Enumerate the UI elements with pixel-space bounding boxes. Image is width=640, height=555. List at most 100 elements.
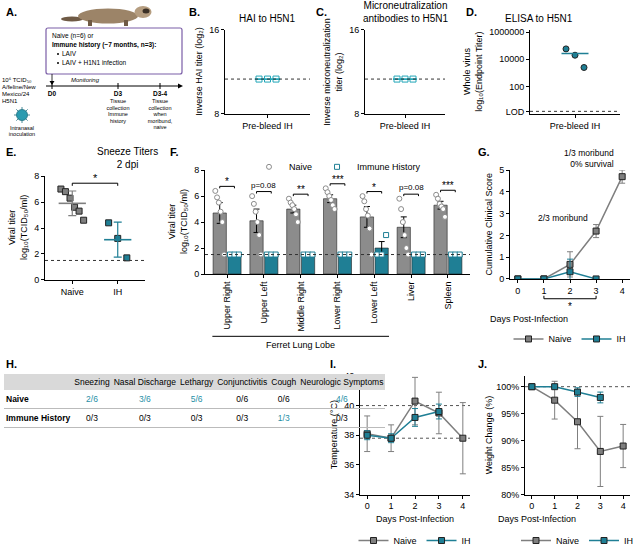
svg-text:0: 0: [529, 501, 534, 511]
svg-text:1: 1: [552, 501, 557, 511]
svg-text:I.: I.: [330, 358, 336, 370]
svg-text:J.: J.: [478, 358, 487, 370]
svg-text:1: 1: [541, 286, 546, 296]
svg-text:Weight Change (%): Weight Change (%): [484, 396, 494, 474]
svg-text:2: 2: [499, 231, 504, 241]
svg-text:34: 34: [344, 490, 354, 500]
svg-text:100: 100: [509, 82, 524, 92]
svg-text:2: 2: [412, 501, 417, 511]
svg-text:Mexico/24: Mexico/24: [2, 91, 30, 97]
svg-text:Viral titerlog₁₀(TCID₅₀/ml): Viral titerlog₁₀(TCID₅₀/ml): [7, 195, 29, 260]
svg-text:LAIV + H1N1 infection: LAIV + H1N1 infection: [62, 59, 127, 66]
svg-text:2: 2: [34, 249, 39, 259]
svg-text:Naive (n=6) or: Naive (n=6) or: [52, 32, 94, 40]
svg-text:Middle Right: Middle Right: [296, 281, 306, 332]
svg-text:16: 16: [209, 25, 219, 35]
svg-text:2: 2: [575, 501, 580, 511]
svg-text:Immune History: Immune History: [357, 162, 421, 172]
svg-text:3: 3: [594, 286, 599, 296]
svg-text:LOD: LOD: [506, 107, 525, 117]
svg-text:p=0.08: p=0.08: [251, 181, 276, 190]
svg-text:Days Post-Infection: Days Post-Infection: [498, 514, 576, 524]
svg-text:Days Post-Infection: Days Post-Infection: [376, 514, 454, 524]
svg-text:when: when: [152, 111, 166, 117]
svg-text:0: 0: [499, 274, 504, 284]
svg-text:***: ***: [442, 180, 454, 191]
svg-text:D0: D0: [48, 90, 57, 97]
svg-text:Temperature (°C): Temperature (°C): [329, 400, 339, 469]
svg-text:*: *: [372, 182, 376, 193]
svg-text:2/3 moribund: 2/3 moribund: [538, 213, 588, 223]
svg-text:IH: IH: [462, 536, 471, 546]
svg-text:6: 6: [194, 191, 199, 201]
svg-text:3: 3: [598, 501, 603, 511]
svg-text:LAIV: LAIV: [62, 50, 77, 57]
svg-text:A.: A.: [6, 6, 17, 18]
svg-text:4: 4: [499, 187, 504, 197]
svg-text:Pre-bleed IH: Pre-bleed IH: [380, 121, 431, 131]
svg-text:B.: B.: [189, 6, 200, 18]
svg-text:1: 1: [499, 252, 504, 262]
svg-text:0: 0: [34, 275, 39, 285]
svg-text:*: *: [568, 301, 572, 312]
svg-text:4: 4: [34, 223, 39, 233]
svg-text:100%: 100%: [496, 382, 519, 392]
svg-text:42: 42: [344, 371, 354, 381]
svg-text:40: 40: [344, 401, 354, 411]
svg-text:Naive: Naive: [549, 334, 572, 344]
svg-text:1/3 moribund0% survival: 1/3 moribund0% survival: [564, 148, 614, 169]
svg-text:3: 3: [436, 501, 441, 511]
svg-text:0: 0: [365, 501, 370, 511]
svg-text:4: 4: [621, 501, 626, 511]
svg-text:Microneutralizationantibodies: Microneutralizationantibodies to H5N1: [363, 0, 448, 24]
svg-text:*: *: [93, 172, 98, 184]
svg-text:36: 36: [344, 460, 354, 470]
svg-text:IH: IH: [624, 536, 633, 546]
svg-text:D.: D.: [466, 6, 477, 18]
svg-text:F.: F.: [170, 146, 179, 158]
svg-text:Cumulative Clinical Score: Cumulative Clinical Score: [484, 173, 494, 276]
svg-text:A/feline/New: A/feline/New: [2, 84, 36, 90]
svg-text:Spleen: Spleen: [443, 282, 453, 310]
svg-text:16: 16: [349, 25, 359, 35]
svg-text:inoculation: inoculation: [9, 131, 35, 137]
svg-text:Naive: Naive: [556, 536, 579, 546]
svg-text:4: 4: [194, 217, 199, 227]
svg-text:1: 1: [389, 501, 394, 511]
svg-text:8: 8: [194, 165, 199, 175]
svg-text:Days Post-Infection: Days Post-Infection: [490, 314, 568, 324]
svg-text:85%: 85%: [501, 463, 519, 473]
svg-text:3: 3: [499, 209, 504, 219]
svg-text:H5N1: H5N1: [2, 98, 18, 104]
svg-text:Tissue: Tissue: [152, 98, 168, 104]
svg-text:HAI to H5N1: HAI to H5N1: [239, 13, 296, 24]
svg-text:90%: 90%: [501, 436, 519, 446]
svg-text:G.: G.: [478, 146, 490, 158]
svg-text:D3-4: D3-4: [153, 90, 167, 97]
svg-text:Monitoring: Monitoring: [71, 77, 100, 83]
svg-text:moribund,: moribund,: [148, 118, 173, 124]
svg-text:C.: C.: [316, 6, 327, 18]
svg-text:0: 0: [515, 286, 520, 296]
svg-text:Immune history (~7 months, n=3: Immune history (~7 months, n=3):: [52, 41, 156, 49]
svg-text:***: ***: [332, 174, 344, 185]
svg-text:4: 4: [620, 286, 625, 296]
svg-text:Viral titerlog₁₀(TCID₅₀/ml): Viral titerlog₁₀(TCID₅₀/ml): [167, 189, 189, 254]
svg-text:Intranasal: Intranasal: [10, 125, 34, 131]
svg-text:38: 38: [344, 430, 354, 440]
svg-text:10⁶ TCID₅₀: 10⁶ TCID₅₀: [2, 77, 32, 83]
svg-text:Naive: Naive: [61, 287, 84, 297]
svg-text:IH: IH: [617, 334, 626, 344]
svg-text:Tissue: Tissue: [110, 98, 126, 104]
svg-text:collection: collection: [149, 105, 172, 111]
svg-text:Upper Right: Upper Right: [222, 281, 232, 330]
svg-text:Pre-bleed IH: Pre-bleed IH: [242, 121, 293, 131]
svg-text:10000: 10000: [499, 54, 524, 64]
svg-text:80%: 80%: [501, 490, 519, 500]
svg-text:E.: E.: [6, 146, 16, 158]
svg-text:Ferret Lung Lobe: Ferret Lung Lobe: [266, 340, 335, 350]
svg-text:Immune: Immune: [108, 111, 128, 117]
svg-text:8: 8: [34, 171, 39, 181]
svg-text:p=0.08: p=0.08: [399, 183, 424, 192]
svg-text:collection: collection: [107, 105, 130, 111]
